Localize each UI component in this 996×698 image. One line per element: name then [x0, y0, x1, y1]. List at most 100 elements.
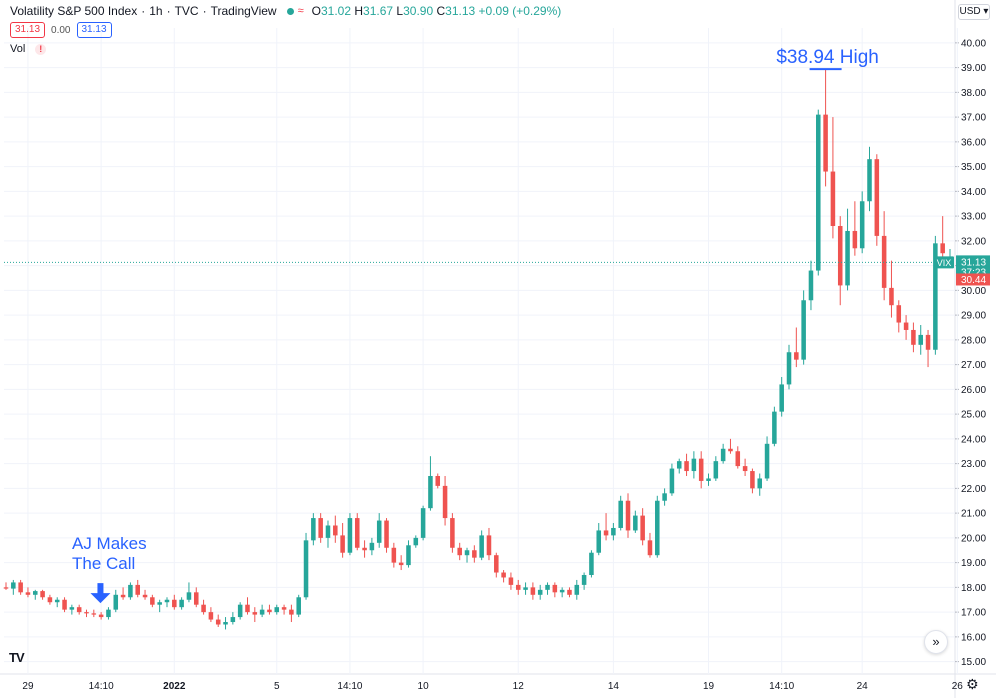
candle-body: [215, 619, 221, 625]
x-tick-label: 29: [22, 681, 34, 692]
candle-body: [47, 597, 53, 603]
arrow-down-icon: [90, 583, 111, 604]
candle-body: [362, 547, 367, 551]
candle-body: [186, 592, 192, 600]
candle-body: [830, 171, 836, 227]
prev-price-marker: [956, 273, 990, 286]
candle-body: [537, 589, 543, 595]
candle-body: [450, 518, 455, 548]
gear-icon[interactable]: ⚙: [966, 676, 979, 692]
candle-body: [545, 584, 550, 590]
candle-body: [303, 540, 309, 598]
candle-body: [340, 535, 345, 553]
candle-body: [157, 602, 162, 605]
y-tick-label: 33.00: [961, 212, 986, 223]
candle-body: [603, 530, 609, 536]
volume-label[interactable]: Vol: [10, 43, 26, 55]
candle-body: [201, 604, 206, 613]
y-tick-label: 38.00: [961, 88, 986, 99]
x-tick-label: 2022: [163, 681, 186, 692]
candle-body: [494, 555, 499, 573]
candle-body: [859, 201, 865, 249]
candle-body: [823, 114, 828, 172]
y-tick-label: 17.00: [961, 608, 986, 619]
candle-body: [896, 305, 902, 323]
candle-body: [84, 612, 89, 614]
change-value: +0.09 (+0.29%): [478, 4, 562, 18]
candle-body: [472, 550, 477, 558]
candle-body: [318, 518, 323, 538]
candle-body: [925, 334, 931, 350]
candle-body: [274, 607, 280, 613]
candle-body: [464, 550, 470, 556]
x-tick-label: 19: [703, 681, 715, 692]
currency-button[interactable]: USD ▾: [958, 4, 990, 20]
candle-body: [267, 609, 272, 613]
candle-body: [589, 552, 594, 575]
candle-body: [852, 230, 858, 249]
candle-body: [18, 582, 23, 593]
y-tick-label: 26.00: [961, 385, 986, 396]
candle-body: [442, 485, 448, 519]
wave-icon: ≈: [297, 5, 304, 17]
candle-body: [706, 478, 711, 481]
y-tick-label: 29.00: [961, 311, 986, 322]
candle-body: [713, 461, 719, 479]
candle-body: [420, 508, 426, 538]
y-tick-label: 40.00: [961, 38, 986, 49]
bid-box[interactable]: 31.13: [10, 22, 46, 38]
exchange-label: TVC: [174, 4, 199, 18]
y-tick-label: 32.00: [961, 236, 986, 247]
candle-body: [662, 493, 667, 501]
candle-body: [918, 334, 923, 345]
candle-body: [618, 500, 623, 528]
warning-icon[interactable]: !: [35, 43, 47, 55]
candle-body: [625, 500, 631, 531]
candle-body: [25, 592, 31, 595]
candle-body: [376, 520, 382, 543]
candle-body: [530, 587, 536, 595]
candle-body: [611, 527, 616, 536]
candle-body: [757, 478, 763, 489]
candle-body: [655, 500, 660, 556]
candle-body: [98, 614, 104, 618]
candle-body: [457, 547, 462, 556]
quote-row: 31.13 0.00 31.13: [10, 22, 112, 38]
x-tick-label: 14:10: [769, 681, 794, 692]
symbol-name[interactable]: Volatility S&P 500 Index: [10, 4, 138, 18]
y-tick-label: 37.00: [961, 113, 986, 124]
candle-body: [413, 537, 419, 546]
candle-body: [640, 515, 645, 541]
candle-body: [428, 475, 433, 509]
ask-box[interactable]: 31.13: [76, 22, 112, 38]
candle-body: [54, 599, 60, 603]
candle-body: [523, 587, 528, 590]
y-tick-label: 23.00: [961, 459, 986, 470]
interval-label[interactable]: 1h: [149, 4, 163, 18]
candle-body: [33, 591, 38, 595]
candle-body: [223, 622, 228, 625]
candle-body: [515, 584, 521, 590]
candle-body: [501, 572, 506, 578]
candle-body: [259, 609, 265, 615]
y-tick-label: 30.00: [961, 286, 986, 297]
countdown-label: 37:23: [961, 267, 986, 278]
candle-body: [574, 584, 580, 595]
candle-body: [150, 597, 155, 605]
y-tick-label: 36.00: [961, 137, 986, 148]
scroll-to-realtime-button[interactable]: »: [924, 630, 948, 654]
candle-body: [347, 518, 353, 553]
source-label: TradingView: [210, 4, 277, 18]
y-tick-label: 21.00: [961, 509, 986, 520]
candle-body: [486, 535, 492, 556]
high-annotation-label: $38.94 High: [776, 47, 878, 68]
candle-body: [193, 592, 199, 605]
y-tick-label: 25.00: [961, 410, 986, 421]
tradingview-logo-icon[interactable]: TV: [9, 650, 25, 665]
candle-body: [289, 609, 294, 615]
candle-body: [669, 468, 675, 494]
spread-value: 0.00: [51, 24, 71, 36]
candle-body: [816, 114, 821, 271]
candle-body: [676, 461, 682, 469]
